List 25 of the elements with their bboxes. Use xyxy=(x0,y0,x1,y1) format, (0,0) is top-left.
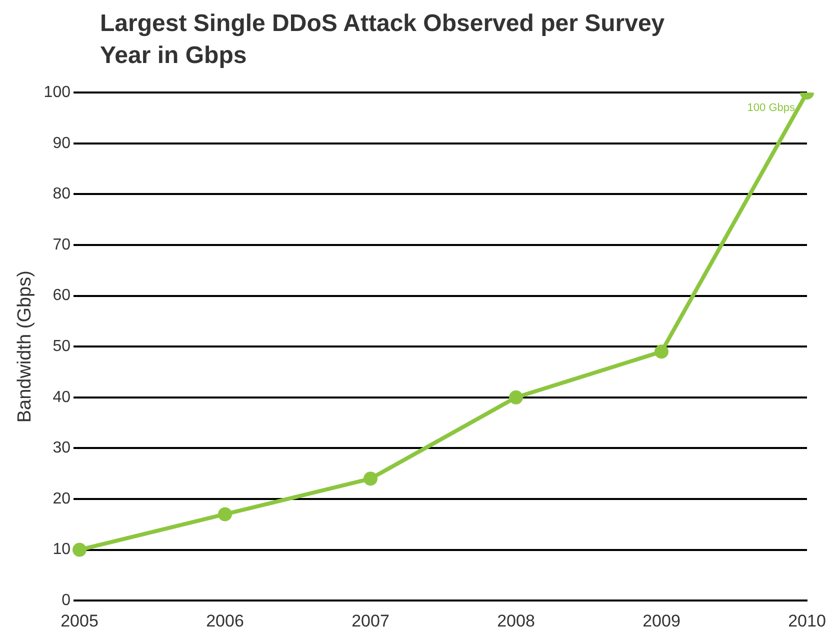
y-tick-label: 60 xyxy=(52,287,71,304)
point xyxy=(654,344,668,359)
y-tick-label: 30 xyxy=(52,440,71,457)
y-tick-label: 20 xyxy=(52,490,71,508)
x-tick-label: 2005 xyxy=(60,611,98,630)
annotation: 100 Gbps xyxy=(747,102,796,114)
x-tick-label: 2008 xyxy=(497,611,535,630)
y-tick-label: 80 xyxy=(52,186,71,203)
point xyxy=(218,507,232,522)
y-tick-label: 0 xyxy=(62,592,71,610)
y-tick-label: 100 xyxy=(44,84,71,102)
y-tick-label: 10 xyxy=(52,541,71,558)
x-tick-label: 2007 xyxy=(352,611,390,630)
y-axis-title: Bandwidth (Gbps) xyxy=(14,270,36,423)
x-tick-label: 2009 xyxy=(642,611,680,630)
point xyxy=(363,472,378,486)
x-tick-label: 2006 xyxy=(206,611,244,630)
chart-title: Largest Single DDoS Attack Observed per Survey Year in Gbps xyxy=(100,9,666,71)
y-tick-label: 50 xyxy=(52,338,71,356)
y-tick-label: 40 xyxy=(52,388,71,406)
point xyxy=(509,390,523,404)
y-tick-label: 90 xyxy=(52,134,71,152)
x-tick-label: 2010 xyxy=(788,611,826,630)
point xyxy=(72,542,86,557)
y-tick-label: 70 xyxy=(52,236,71,254)
